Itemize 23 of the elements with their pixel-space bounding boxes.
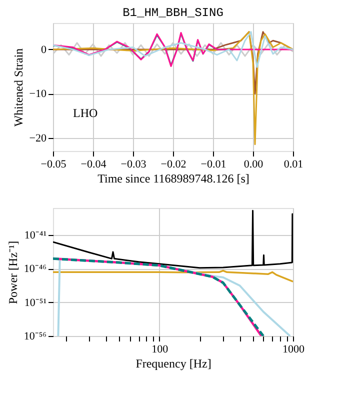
- y-tick-label: 0: [41, 44, 47, 56]
- x-tick-label: −0.02: [160, 158, 186, 170]
- x-tick-label: 100: [152, 344, 169, 356]
- x-tick-label: 0.00: [244, 158, 264, 170]
- x-tick-label: −0.04: [80, 158, 107, 170]
- annotation: LHO: [73, 106, 98, 120]
- x-tick-label: 0.01: [284, 158, 304, 170]
- x-tick-label: −0.05: [40, 158, 67, 170]
- y-axis-title: Whitened Strain: [11, 48, 26, 127]
- y-tick-label: 10⁻⁵⁶: [24, 330, 47, 342]
- y-axis-title: Power [Hz⁻¹]: [6, 240, 20, 304]
- x-tick-label: −0.01: [200, 158, 226, 170]
- y-tick-label: 10⁻⁵¹: [24, 296, 46, 309]
- line-series: [53, 31, 293, 146]
- y-tick-label: −10: [29, 88, 47, 100]
- x-axis-title: Time since 1168989748.126 [s]: [98, 172, 250, 186]
- y-tick-label: 10⁻⁴¹: [24, 229, 46, 242]
- y-tick-label: 10⁻⁴⁶: [24, 263, 47, 276]
- x-axis-title: Frequency [Hz]: [136, 356, 212, 370]
- x-tick-label: 1000: [282, 344, 305, 356]
- x-tick-label: −0.03: [120, 158, 147, 170]
- chart-title: B1_HM_BBH_SING: [122, 6, 224, 20]
- y-tick-label: −20: [29, 132, 47, 144]
